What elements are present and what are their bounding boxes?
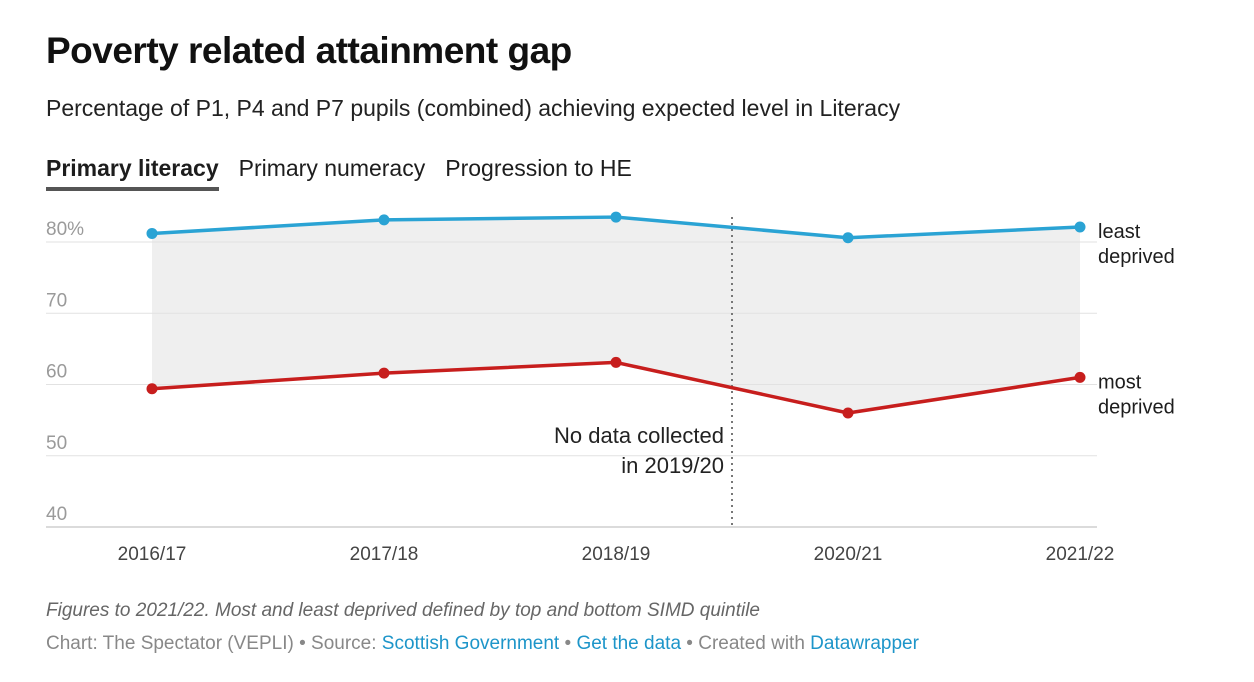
- data-point-most-deprived: [378, 367, 390, 379]
- tab-progression-to-he[interactable]: Progression to HE: [445, 155, 632, 181]
- x-tick-label: 2016/17: [118, 544, 187, 565]
- x-tick-label: 2020/21: [814, 544, 883, 565]
- gap-area: [152, 217, 1080, 413]
- y-tick-label: 60: [46, 362, 67, 383]
- data-point-least-deprived: [146, 227, 158, 239]
- data-point-most-deprived: [1074, 371, 1086, 383]
- data-point-most-deprived: [146, 383, 158, 395]
- source-link[interactable]: Scottish Government: [381, 633, 560, 654]
- y-tick-label: 50: [46, 433, 67, 454]
- no-data-annotation: in 2019/20: [621, 453, 724, 478]
- x-tick-label: 2017/18: [350, 544, 419, 565]
- no-data-annotation: No data collected: [554, 423, 724, 448]
- y-tick-label: 40: [46, 504, 67, 525]
- x-tick-label: 2018/19: [582, 544, 651, 565]
- data-point-least-deprived: [610, 211, 622, 223]
- credits-separator: •: [564, 633, 572, 654]
- line-chart: 80% 70 60 50 40 No data collected in 2019/20 20…: [46, 211, 1175, 565]
- chart-notes: Figures to 2021/22. Most and least depri…: [46, 600, 760, 621]
- datawrapper-link[interactable]: Datawrapper: [810, 633, 919, 654]
- data-point-least-deprived: [1074, 221, 1086, 233]
- chart-tabs: Primary literacy Primary numeracy Progre…: [46, 155, 632, 191]
- series-label: deprived: [1098, 246, 1175, 268]
- chart-subtitle: Percentage of P1, P4 and P7 pupils (comb…: [46, 95, 901, 121]
- created-with-prefix: • Created with: [686, 633, 805, 654]
- x-tick-label: 2021/22: [1046, 544, 1115, 565]
- chart-title: Poverty related attainment gap: [46, 30, 572, 71]
- credits-prefix: Chart: The Spectator (VEPLI) • Source:: [46, 633, 377, 654]
- chart-credits: Chart: The Spectator (VEPLI) • Source: S…: [46, 633, 919, 655]
- series-label: least: [1098, 221, 1141, 243]
- data-point-most-deprived: [842, 407, 854, 419]
- get-data-link[interactable]: Get the data: [576, 633, 682, 654]
- y-tick-label: 80%: [46, 219, 84, 240]
- tab-primary-numeracy[interactable]: Primary numeracy: [238, 155, 426, 181]
- data-point-least-deprived: [378, 214, 390, 226]
- tab-primary-literacy[interactable]: Primary literacy: [46, 155, 219, 191]
- series-label: deprived: [1098, 396, 1175, 418]
- series-label: most: [1098, 371, 1142, 393]
- y-tick-label: 70: [46, 290, 67, 311]
- data-point-least-deprived: [842, 232, 854, 244]
- data-point-most-deprived: [610, 356, 622, 368]
